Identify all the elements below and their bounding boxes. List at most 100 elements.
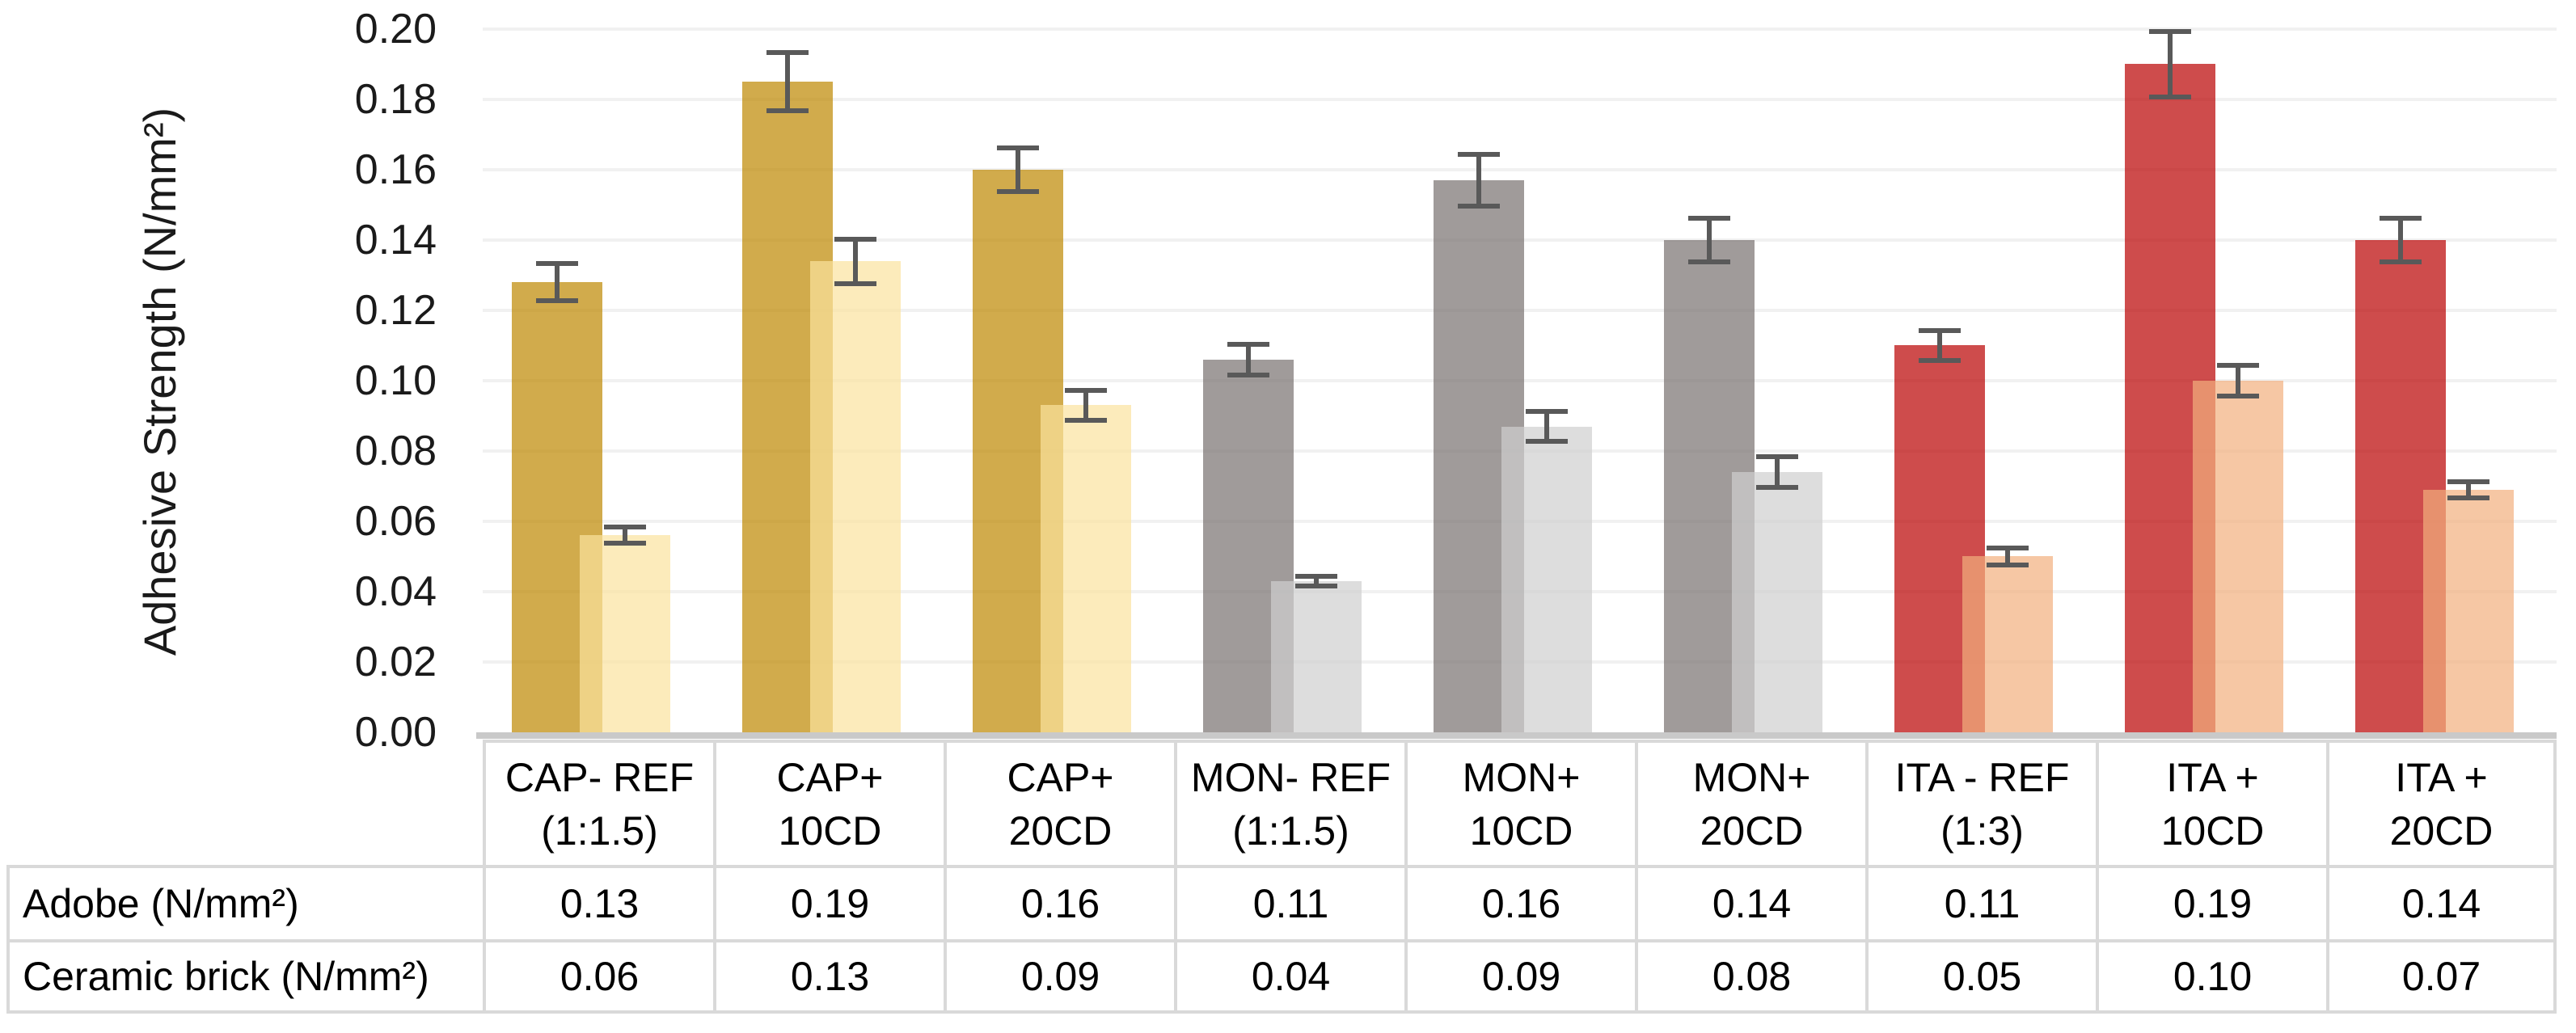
table-header-line: CAP+: [1007, 754, 1114, 800]
table-header-line: 20CD: [1700, 807, 1804, 854]
error-bar-bottom-cap: [1688, 259, 1730, 265]
bar-ceramic: [1732, 472, 1822, 732]
table-header-line: CAP+: [776, 754, 884, 800]
table-header-cell: ITA + 20CD: [2326, 740, 2557, 865]
error-bar: [834, 236, 876, 286]
table-value-cell: 0.11: [1174, 865, 1404, 939]
error-bar-bottom-cap: [1458, 203, 1500, 209]
error-bar-bottom-cap: [1526, 439, 1568, 445]
y-tick-label: 0.08: [354, 428, 437, 474]
table-header-line: ITA +: [2395, 754, 2488, 800]
table-value-cell: 0.07: [2326, 939, 2557, 1014]
y-tick-label: 0.06: [354, 498, 437, 545]
table-value-cell: 0.05: [1865, 939, 2096, 1014]
table-header-line: ITA - REF: [1894, 754, 2070, 800]
bar-ceramic: [2423, 490, 2514, 732]
bar-ceramic: [1041, 405, 1131, 732]
error-bar: [536, 261, 578, 304]
error-bar-vline: [2168, 29, 2173, 99]
y-tick-label: 0.12: [354, 287, 437, 334]
bar-ceramic: [810, 261, 901, 732]
error-bar-vline: [2466, 479, 2471, 500]
error-bar-vline: [555, 261, 560, 304]
error-bar: [997, 145, 1039, 195]
y-tick-label: 0.00: [354, 709, 437, 756]
error-bar-bottom-cap: [1919, 358, 1961, 364]
table-value-cell: 0.13: [483, 865, 713, 939]
table-header-line: (1:3): [1940, 807, 2024, 854]
table-header-cell: MON+ 20CD: [1635, 740, 1865, 865]
error-bar: [1526, 408, 1568, 445]
error-bar-vline: [1544, 408, 1549, 445]
error-bar: [1756, 454, 1798, 490]
error-bar: [1987, 546, 2029, 567]
table-header-line: 10CD: [2160, 807, 2265, 854]
gridline: [483, 27, 2557, 31]
table-header-cell: CAP+ 20CD: [944, 740, 1174, 865]
table-value-cell: 0.14: [2326, 865, 2557, 939]
error-bar: [2447, 479, 2489, 500]
table-header-line: 10CD: [1469, 807, 1573, 854]
bar-ceramic: [2193, 381, 2283, 732]
error-bar-vline: [1775, 454, 1780, 490]
bar-ceramic: [1501, 427, 1592, 732]
error-bar-bottom-cap: [766, 108, 809, 114]
table-value-cell: 0.19: [2096, 865, 2326, 939]
error-bar-vline: [1476, 152, 1481, 209]
error-bar-bottom-cap: [997, 189, 1039, 195]
error-bar-bottom-cap: [2447, 495, 2489, 500]
table-header-line: ITA +: [2166, 754, 2259, 800]
error-bar: [1919, 327, 1961, 364]
table-header-cell: CAP- REF (1:1.5): [483, 740, 713, 865]
gridline: [483, 98, 2557, 101]
table-value-cell: 0.09: [1404, 939, 1635, 1014]
error-bar-bottom-cap: [1987, 562, 2029, 567]
error-bar: [1688, 215, 1730, 265]
y-tick-label: 0.04: [354, 568, 437, 615]
category-axis-line: [476, 732, 2557, 739]
error-bar-bottom-cap: [604, 541, 646, 546]
error-bar: [1295, 574, 1337, 588]
table-header-line: 20CD: [2389, 807, 2494, 854]
table-value-cell: 0.14: [1635, 865, 1865, 939]
y-tick-label: 0.18: [354, 76, 437, 123]
table-header-cell: ITA - REF (1:3): [1865, 740, 2096, 865]
error-bar-bottom-cap: [1295, 583, 1337, 588]
table-header-line: 20CD: [1008, 807, 1113, 854]
error-bar-bottom-cap: [536, 298, 578, 304]
error-bar: [1458, 152, 1500, 209]
table-header-cell: ITA + 10CD: [2096, 740, 2326, 865]
table-value-cell: 0.16: [944, 865, 1174, 939]
y-tick-label: 0.02: [354, 639, 437, 685]
table-value-cell: 0.19: [713, 865, 944, 939]
error-bar: [1065, 387, 1107, 424]
table-value-cell: 0.09: [944, 939, 1174, 1014]
error-bar: [604, 525, 646, 546]
bar-ceramic: [1962, 556, 2053, 732]
error-bar-vline: [2005, 546, 2010, 567]
y-tick-label: 0.16: [354, 146, 437, 193]
error-bar-vline: [1937, 327, 1942, 364]
error-bar-vline: [1016, 145, 1020, 195]
error-bar-vline: [785, 50, 790, 114]
table-header-line: CAP- REF: [505, 754, 695, 800]
error-bar-vline: [2236, 363, 2240, 398]
table-value-cell: 0.06: [483, 939, 713, 1014]
table-value-cell: 0.10: [2096, 939, 2326, 1014]
error-bar-vline: [853, 236, 858, 286]
error-bar-bottom-cap: [1227, 372, 1269, 377]
error-bar-vline: [2398, 215, 2403, 265]
error-bar-vline: [1314, 574, 1319, 588]
table-value-cell: 0.13: [713, 939, 944, 1014]
y-axis-title: Adhesive Strength (N/mm²): [134, 107, 185, 656]
error-bar-bottom-cap: [2149, 95, 2191, 99]
gridline: [483, 168, 2557, 171]
table-header-cell: MON- REF (1:1.5): [1174, 740, 1404, 865]
y-tick-label: 0.20: [354, 6, 437, 53]
table-value-cell: 0.04: [1174, 939, 1404, 1014]
table-row-header: Adobe (N/mm²): [6, 865, 483, 939]
table-header-line: MON+: [1692, 754, 1811, 800]
error-bar-bottom-cap: [1065, 418, 1107, 424]
error-bar: [1227, 342, 1269, 377]
